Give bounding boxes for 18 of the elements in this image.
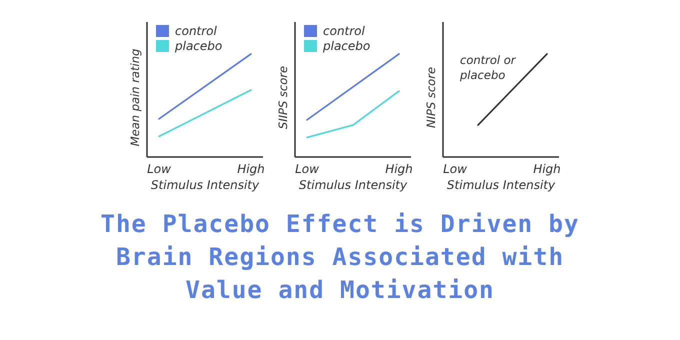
x-tick-label: Low [295,162,320,176]
series-label: control or placebo [459,53,517,82]
x-tick-label: High [385,162,413,176]
legend-label: control [323,24,366,38]
legend-label: placebo [174,39,222,53]
legend-label: control [175,24,218,38]
y-axis-title: Mean pain rating [128,48,142,146]
text: The Placebo Effect is Driven by Brain Regions Associated with Value and Motivation [100,210,580,304]
x-tick-label: Low [147,162,172,176]
legend-label: placebo [322,39,370,53]
x-tick-label: High [533,162,561,176]
x-axis-title: Stimulus Intensity [150,178,260,192]
y-axis-title: NIPS score [424,66,438,128]
x-axis-title: Stimulus Intensity [298,178,408,192]
x-axis-title: Stimulus Intensity [446,178,556,192]
x-tick-label: Low [443,162,468,176]
y-axis-title: SIIPS score [276,66,290,130]
x-tick-label: High [237,162,265,176]
